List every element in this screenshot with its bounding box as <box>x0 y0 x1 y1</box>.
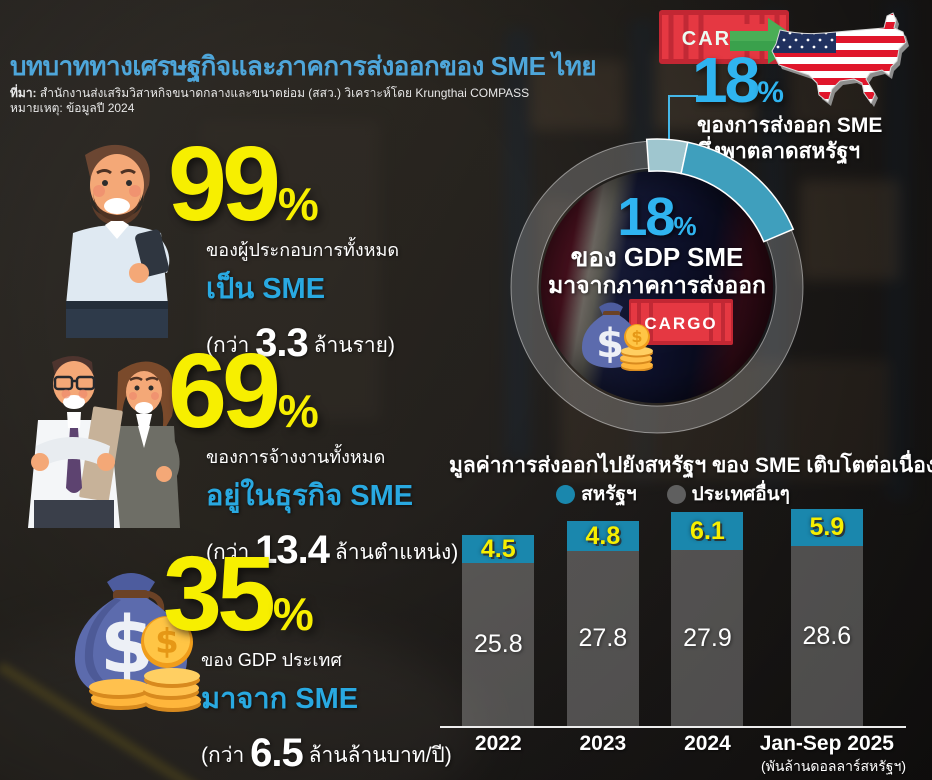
bar-column: 4.8 27.8 2023 <box>551 503 656 762</box>
stat-35-detail: (กว่า 6.5 ล้านล้านบาท/ปี) <box>201 731 452 776</box>
us-callout-text: ของการส่งออก SME พึ่งพาตลาดสหรัฐฯ <box>697 113 882 166</box>
stat-69-line1: ของการจ้างงานทั้งหมด <box>206 447 386 468</box>
stat-sme-share: 99% ของผู้ประกอบการทั้งหมด เป็น SME (กว่… <box>168 125 400 366</box>
bar-segment-others: 27.8 <box>566 551 639 726</box>
donut-center-text: 18% ของ GDP SME มาจากภาคการส่งออก <box>541 187 773 299</box>
businessman-phone-illustration <box>66 144 170 338</box>
business-team-illustration <box>28 356 180 528</box>
note-line: หมายเหตุ: ข้อมูลปี 2024 <box>10 101 135 116</box>
bar-segment-us: 5.9 <box>790 509 863 546</box>
stat-69-value: 69% <box>168 332 319 450</box>
money-bag-illustration: $ $ <box>74 573 201 712</box>
legend-dot-us <box>556 484 576 504</box>
bar-segment-others: 28.6 <box>790 546 863 726</box>
bar-x-label: 2024 <box>684 732 731 755</box>
legend-item: สหรัฐฯ <box>556 479 637 509</box>
bar-chart-plot: 4.5 25.8 2022 4.8 27.8 2023 6.1 27.9 2024 5.9 28.6… <box>446 503 894 762</box>
donut-line2: มาจากภาคการส่งออก <box>548 271 766 298</box>
bar-column: 6.1 27.9 2024 <box>655 503 760 762</box>
us-callout-value: 18% <box>692 44 784 116</box>
stat-69-line2: อยู่ในธุรกิจ SME <box>206 480 414 513</box>
bar-x-label: Jan-Sep 2025 <box>759 732 894 755</box>
us-callout-line1: ของการส่งออก SME <box>697 114 883 137</box>
bar-stack: 6.1 27.9 <box>671 512 744 726</box>
stat-69-detail: (กว่า 13.4 ล้านตำแหน่ง) <box>206 528 459 573</box>
bar-x-label: 2022 <box>474 732 522 755</box>
stat-99-detail: (กว่า 3.3 ล้านราย) <box>206 321 395 366</box>
stat-99-line1: ของผู้ประกอบการทั้งหมด <box>206 240 400 261</box>
stat-99-line2: เป็น SME <box>206 273 326 306</box>
usa-flag-map-icon <box>771 12 909 107</box>
legend-dot-others <box>666 484 686 504</box>
bar-column: 5.9 28.6 Jan-Sep 2025 <box>760 503 894 762</box>
bar-segment-others: 25.8 <box>462 563 535 726</box>
donut-chart <box>510 138 804 434</box>
donut-slice-export <box>680 141 795 243</box>
donut-value: 18% <box>617 187 697 247</box>
bar-stack: 5.9 28.6 <box>790 509 863 726</box>
svg-text:$: $ <box>631 327 642 346</box>
bar-segment-us: 4.8 <box>566 521 639 551</box>
bar-x-label: 2023 <box>579 732 627 755</box>
legend-label: ประเทศอื่นๆ <box>691 484 790 505</box>
bar-column: 4.5 25.8 2022 <box>446 503 551 762</box>
callout-connector-vertical <box>668 95 670 151</box>
legend-item: ประเทศอื่นๆ <box>666 479 790 509</box>
page-title: บทบาททางเศรษฐกิจและภาคการส่งออกของ SME ไ… <box>10 51 597 81</box>
legend-label: สหรัฐฯ <box>581 484 637 505</box>
bar-value-us: 4.5 <box>480 534 516 563</box>
bar-value-others: 27.9 <box>683 623 732 652</box>
bar-value-others: 28.6 <box>802 621 852 650</box>
bar-segment-others: 27.9 <box>671 550 744 726</box>
stat-99-value: 99% <box>168 125 319 243</box>
bar-stack: 4.8 27.8 <box>566 521 639 726</box>
source-text: สำนักงานส่งเสริมวิสาหกิจขนาดกลางและขนาดย… <box>36 85 530 100</box>
bar-value-others: 25.8 <box>473 630 523 658</box>
svg-text:$: $ <box>596 321 624 367</box>
stat-35-line1: ของ GDP ประเทศ <box>201 650 342 671</box>
bar-chart-baseline <box>440 726 906 728</box>
svg-text:CARGO: CARGO <box>644 314 717 333</box>
money-cargo-illustration: CARGO $ $ <box>581 299 733 371</box>
stat-35-line2: มาจาก SME <box>201 683 359 716</box>
bar-chart-title: มูลค่าการส่งออกไปยังสหรัฐฯ ของ SME เติบโ… <box>449 454 932 477</box>
donut-inner-circle <box>541 171 773 403</box>
bar-segment-us: 6.1 <box>671 512 744 550</box>
svg-text:$: $ <box>155 622 179 662</box>
us-callout-line2: พึ่งพาตลาดสหรัฐฯ <box>697 140 860 164</box>
bar-chart-unit: (พันล้านดอลลาร์สหรัฐฯ) <box>760 758 906 774</box>
bar-value-us: 5.9 <box>809 513 845 541</box>
stat-employment-share: 69% ของการจ้างงานทั้งหมด อยู่ในธุรกิจ SM… <box>168 332 459 573</box>
header: บทบาททางเศรษฐกิจและภาคการส่งออกของ SME ไ… <box>10 51 640 117</box>
bar-chart-legend: สหรัฐฯ ประเทศอื่นๆ <box>440 479 906 509</box>
bar-value-us: 6.1 <box>690 516 725 545</box>
source-line: ที่มา: สำนักงานส่งเสริมวิสาหกิจขนาดกลางแ… <box>10 86 640 102</box>
bar-value-others: 27.8 <box>578 624 628 652</box>
stat-gdp-share: 35% ของ GDP ประเทศ มาจาก SME (กว่า 6.5 ล… <box>163 535 452 776</box>
callout-connector <box>668 95 698 97</box>
bar-value-us: 4.8 <box>585 521 621 550</box>
stat-35-value: 35% <box>163 535 314 653</box>
bar-segment-us: 4.5 <box>462 534 535 563</box>
donut-line1: ของ GDP SME <box>570 242 744 273</box>
bar-stack: 4.5 25.8 <box>462 534 535 726</box>
source-prefix: ที่มา: <box>10 85 37 100</box>
